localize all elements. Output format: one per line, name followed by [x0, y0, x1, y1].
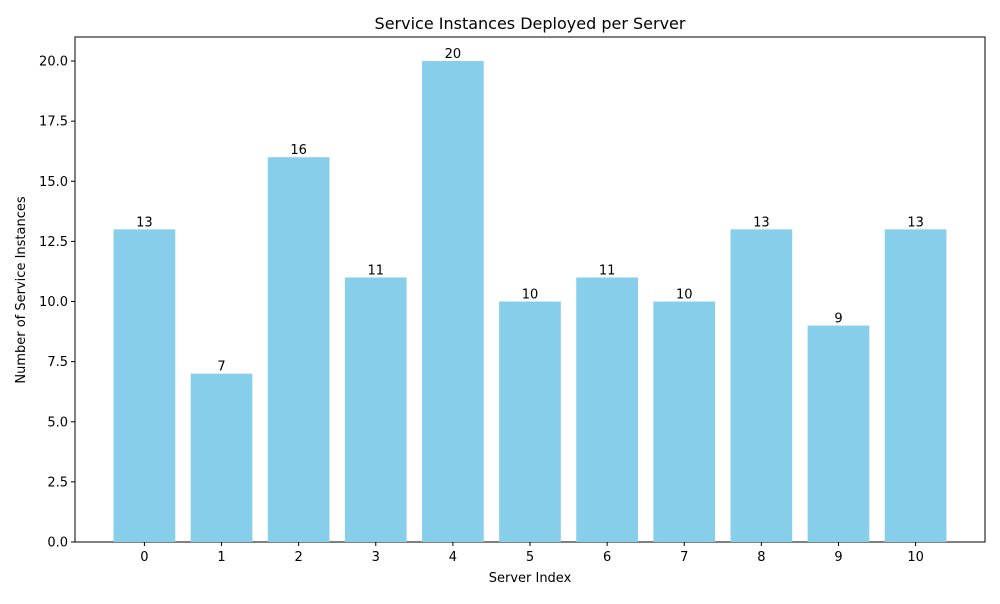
y-tick-label: 5.0 [47, 415, 68, 430]
x-axis-label: Server Index [489, 571, 572, 586]
y-tick-label: 12.5 [39, 235, 68, 250]
bar-value-label: 11 [599, 263, 616, 278]
x-tick-label: 4 [449, 550, 457, 565]
x-tick-label: 2 [295, 550, 303, 565]
bar-value-label: 9 [834, 312, 842, 327]
bar-value-label: 11 [367, 263, 384, 278]
x-tick-label: 10 [907, 550, 924, 565]
bar-9 [807, 325, 870, 542]
x-axis-ticks: 0 1 2 3 4 5 6 7 8 9 10 [140, 542, 924, 565]
bar-value-label: 13 [136, 215, 153, 230]
bars-group [113, 61, 947, 543]
bar-2 [267, 157, 330, 542]
bar-labels-group: 13 7 16 11 20 10 11 10 13 9 13 [136, 47, 924, 375]
y-tick-label: 7.5 [47, 355, 68, 370]
y-tick-label: 20.0 [39, 55, 68, 70]
chart-title: Service Instances Deployed per Server [375, 14, 686, 33]
bar-6 [576, 277, 638, 542]
bar-7 [653, 301, 716, 542]
bar-4 [422, 61, 484, 543]
y-tick-label: 10.0 [39, 295, 68, 310]
bar-value-label: 10 [522, 288, 539, 303]
bar-value-label: 13 [753, 215, 770, 230]
bar-1 [190, 373, 253, 542]
x-tick-label: 3 [372, 550, 380, 565]
y-axis-label: Number of Service Instances [14, 196, 29, 383]
y-tick-label: 0.0 [47, 536, 68, 551]
x-tick-label: 9 [834, 550, 842, 565]
bar-8 [730, 229, 793, 542]
y-tick-label: 17.5 [39, 115, 68, 130]
x-tick-label: 0 [140, 550, 148, 565]
x-tick-label: 5 [526, 550, 534, 565]
bar-value-label: 10 [676, 288, 693, 303]
x-tick-label: 7 [680, 550, 688, 565]
y-axis-ticks: 0.0 2.5 5.0 7.5 10.0 12.5 15.0 17.5 20.0 [39, 55, 75, 551]
x-tick-label: 8 [757, 550, 765, 565]
bar-5 [499, 301, 561, 542]
y-tick-label: 15.0 [39, 175, 68, 190]
bar-3 [344, 277, 407, 542]
bar-value-label: 16 [290, 143, 307, 158]
x-tick-label: 6 [603, 550, 611, 565]
bar-value-label: 7 [217, 360, 225, 375]
bar-value-label: 20 [445, 47, 462, 62]
y-tick-label: 2.5 [47, 475, 68, 490]
bar-0 [113, 229, 176, 542]
bar-10 [884, 229, 947, 542]
bar-value-label: 13 [907, 215, 924, 230]
x-tick-label: 1 [217, 550, 225, 565]
